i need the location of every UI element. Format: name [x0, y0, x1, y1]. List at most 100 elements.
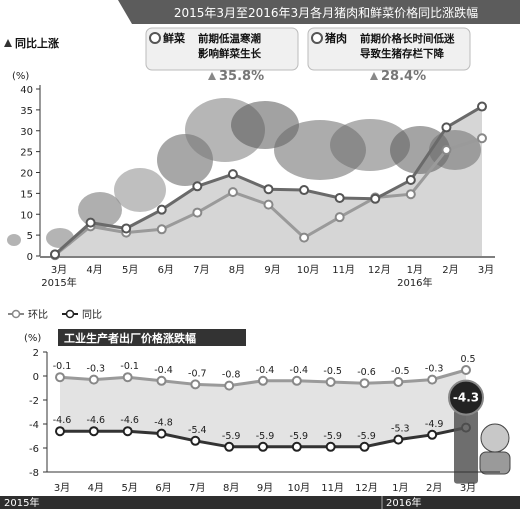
data-point-mom: [325, 377, 336, 387]
year-label-start: 2015年: [41, 276, 76, 289]
data-label: -0.4: [290, 365, 309, 376]
legend-marker-icon: [11, 309, 21, 319]
x-tick-label: 2月: [442, 264, 458, 276]
data-point-yoy: [122, 426, 133, 437]
y-tick-label: 35: [20, 106, 33, 117]
data-point-yoy: [325, 441, 336, 452]
legend-entry: 同比: [82, 309, 102, 321]
x-tick-label: 5月: [122, 264, 138, 276]
annotation-text-line1: 前期价格长时间低迷: [360, 32, 455, 45]
data-point-pork: [192, 181, 203, 192]
annotation-box: [307, 27, 471, 71]
data-point-mom: [190, 379, 201, 390]
legend-marker-icon: [149, 32, 161, 44]
highlight-bubble: [448, 379, 484, 416]
data-point-pork: [334, 192, 345, 203]
data-point-yoy: [224, 441, 235, 452]
y-tick-label: 15: [20, 189, 33, 200]
highlight-value: -4.3: [453, 391, 479, 405]
data-label: -5.9: [290, 431, 309, 442]
x-tick-label: 10月: [297, 264, 320, 276]
data-label: -4.6: [53, 415, 72, 426]
data-point-pork: [85, 217, 96, 228]
data-point-yoy: [258, 441, 268, 452]
y-axis-label: (%): [12, 71, 29, 82]
annotation-series-name: 鲜菜: [163, 31, 186, 45]
x-tick-label: 9月: [257, 482, 273, 494]
data-point-vegetable: [192, 207, 203, 218]
data-label: 0.5: [460, 354, 475, 365]
data-point-vegetable: [299, 232, 310, 243]
food-illustration: [114, 168, 166, 212]
data-point-mom: [359, 378, 370, 389]
data-label: -0.8: [222, 370, 241, 381]
data-label: -5.9: [357, 431, 376, 442]
data-point-vegetable: [263, 199, 274, 210]
data-point-pork: [299, 185, 310, 196]
data-point-mom: [122, 372, 133, 383]
data-label: -0.3: [87, 364, 106, 375]
x-tick-label: 7月: [193, 264, 209, 276]
title-banner-tip: [118, 0, 132, 24]
data-label: -0.4: [256, 365, 275, 376]
y-axis-label: (%): [24, 333, 41, 344]
x-tick-label: 3月: [54, 482, 70, 494]
data-point-mom: [258, 375, 268, 386]
x-tick-label: 6月: [155, 482, 171, 494]
food-illustration: [78, 192, 122, 228]
data-point-pork: [441, 122, 452, 133]
data-point-yoy: [190, 435, 201, 446]
data-point-yoy: [55, 426, 65, 437]
title-banner: [58, 329, 246, 346]
year-band: [0, 496, 520, 509]
annotation-value: 28.4%: [381, 69, 426, 84]
data-point-vegetable: [441, 144, 452, 155]
data-label: -4.9: [425, 419, 444, 430]
data-point-vegetable: [477, 133, 487, 144]
y-tick-label: 10: [20, 210, 33, 221]
data-point-yoy: [393, 434, 404, 445]
up-triangle-icon: [208, 72, 216, 80]
x-tick-label: 3月: [51, 264, 67, 276]
data-point-vegetable: [405, 189, 416, 200]
data-point-yoy: [291, 441, 302, 452]
up-triangle-icon: [370, 72, 378, 80]
data-label: -4.8: [154, 418, 173, 429]
x-tick-label: 5月: [121, 482, 137, 494]
annotation-value: 35.8%: [219, 69, 264, 84]
data-point-pork: [263, 184, 274, 195]
data-label: -5.9: [222, 431, 241, 442]
data-label: -0.6: [357, 367, 376, 378]
y-tick-label: 40: [20, 85, 33, 96]
legend-marker-icon: [311, 32, 323, 44]
x-tick-label: 6月: [158, 264, 174, 276]
data-label: -5.4: [188, 425, 207, 436]
x-tick-label: 12月: [368, 264, 391, 276]
legend-title: 同比上涨: [15, 36, 59, 50]
data-point-mom: [461, 365, 471, 375]
data-label: -0.1: [53, 361, 72, 372]
food-illustration: [7, 234, 21, 246]
x-tick-label: 8月: [229, 264, 245, 276]
data-label: -5.9: [256, 431, 275, 442]
x-tick-label: 7月: [189, 482, 205, 494]
year-label-start: 2015年: [4, 496, 39, 509]
annotation-text-line1: 前期低温寒潮: [198, 32, 261, 45]
y-tick-label: 0: [27, 252, 33, 263]
data-point-yoy: [88, 426, 99, 437]
x-tick-label: 1月: [407, 264, 423, 276]
data-point-pork: [370, 193, 381, 204]
legend-entry: 环比: [28, 309, 48, 321]
chart-title: 工业生产者出厂价格涨跌幅: [64, 331, 196, 345]
data-label: -0.1: [120, 361, 139, 372]
food-illustration: [330, 119, 410, 171]
annotation-text-line2: 导致生猪存栏下降: [360, 47, 444, 60]
annotation-text-line2: 影响鲜菜生长: [198, 47, 261, 60]
x-tick-label: 3月: [460, 482, 476, 494]
x-tick-label: 2月: [426, 482, 442, 494]
y-tick-label: 2: [33, 348, 39, 359]
data-label: -4.6: [87, 415, 106, 426]
